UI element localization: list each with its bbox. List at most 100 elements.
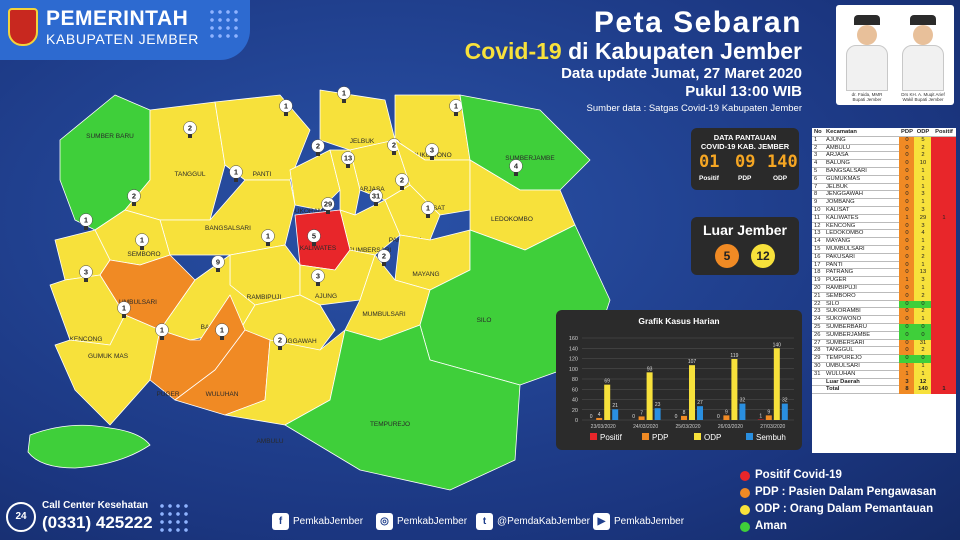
update-date: Data update Jumat, 27 Maret 2020 [561,65,802,82]
region-label: JENGGAWAH [275,338,317,345]
social-link[interactable]: ▶ PemkabJember [593,513,684,530]
title-line-2: Covid-19 di Kabupaten Jember [465,38,802,65]
row-odp: 1 [921,168,925,174]
pdp-label: PDP [738,175,752,182]
social-handle: PemkabJember [293,516,364,527]
case-marker: 1 [229,165,243,182]
table-row: 12 KENCONG 0 3 [812,222,956,231]
legend-dot-icon [740,488,750,498]
case-marker: 2 [311,139,325,156]
youtube-icon: ▶ [593,513,610,530]
svg-text:1: 1 [342,89,346,98]
table-row: 20 RAMBIPUJI 0 1 [812,285,956,293]
row-pdp: 0 [905,300,909,307]
row-pdp: 1 [905,214,909,221]
row-odp: 0 [921,355,925,362]
row-kecamatan: LEDOKOMBO [826,230,864,237]
positif-label: Positif [699,175,719,182]
row-number: 25 [814,324,821,330]
row-number: No [814,129,822,135]
row-pdp: 0 [905,339,909,346]
case-marker: 3 [79,265,93,282]
case-marker: 2 [183,121,197,138]
row-kecamatan: GUMUKMAS [826,175,861,182]
instagram-icon: ◎ [376,513,393,530]
region-label: SEMBORO [127,251,160,258]
luar-odp-badge: 12 [751,244,775,268]
svg-text:1: 1 [140,236,144,245]
row-number: 21 [814,292,821,299]
y-tick-label: 0 [575,418,578,424]
row-kecamatan: BANGSALSARI [826,168,867,174]
bar-odp [773,348,780,420]
case-marker: 31 [369,189,383,206]
bar-value-label: 4 [598,412,601,418]
row-number: 3 [814,152,818,159]
row-odp: 1 [921,261,925,268]
table-row: 2 AMBULU 0 2 [812,144,956,153]
x-tick-label: 27/03/2020 [760,424,785,430]
legend-text: PDP : Pasien Dalam Pengawasan [755,486,937,498]
row-odp: 3 [921,222,925,229]
row-kecamatan: Luar Daerah [826,378,860,385]
row-number: 17 [814,261,821,268]
bar-value-label: 9 [725,409,728,415]
case-marker: 5 [307,229,321,246]
svg-text:1: 1 [234,168,238,177]
row-kecamatan: BALUNG [826,160,850,167]
row-pdp: 0 [905,207,909,213]
case-marker: 13 [341,151,355,168]
row-pdp: 0 [905,347,909,354]
row-kecamatan: MAYANG [826,238,851,245]
social-link[interactable]: t @PemdaKabJember [476,513,590,530]
table-row: 31 WULUHAN 1 1 [812,370,956,379]
bar-value-label: 69 [604,379,610,385]
svg-text:1: 1 [426,204,430,213]
row-odp: 3 [921,191,925,198]
org-line-2: KABUPATEN JEMBER [46,31,199,47]
bar-value-label: 93 [647,366,653,372]
table-row: 24 SUKOWONO 0 1 [812,316,956,324]
bar-value-label: 32 [782,398,788,404]
row-pdp: 0 [905,253,909,260]
jember-district-map: SUMBER BARUTANGGUL2PANTI1JELBUK1SUKOWONO… [27,86,611,491]
bar-odp [731,359,738,420]
row-kecamatan: SUMBERJAMBE [826,331,871,338]
call-center-label: Call Center Kesehatan [42,500,149,511]
svg-text:31: 31 [372,192,380,201]
region-label: SILO [477,317,492,324]
legend-text: Aman [755,520,787,532]
row-kecamatan: Kecamatan [826,129,857,135]
svg-text:29: 29 [324,200,332,209]
row-odp: 2 [921,292,925,299]
table-row: 8 JENGGAWAH 0 3 [812,191,956,200]
row-positif: 1 [942,214,946,221]
svg-text:2: 2 [316,142,320,151]
row-pdp: 0 [905,308,909,315]
legend-label: Sembuh [756,433,786,442]
row-kecamatan: SUKORAMBI [826,308,861,315]
bar-value-label: 1 [759,413,762,419]
table-row: 5 BANGSALSARI 0 1 [812,168,956,176]
region-label: SUMBER BARU [86,133,134,140]
region-label: WULUHAN [206,391,239,398]
row-number: 4 [814,160,818,167]
panel-title: DATA PANTAUAN COVID-19 KAB. JEMBER [691,133,799,151]
row-kecamatan: KALIWATES [826,214,859,221]
table-row: 21 SEMBORO 0 2 [812,292,956,301]
row-pdp: 0 [905,183,909,190]
social-link[interactable]: ◎ PemkabJember [376,513,467,530]
decor-dots-bottom [158,502,192,532]
table-row: 25 SUMBERBARU 0 0 [812,324,956,332]
legend-text: Positif Covid-19 [755,469,842,481]
table-row: 10 KALISAT 0 3 [812,207,956,215]
row-kecamatan: JENGGAWAH [826,191,863,198]
row-kecamatan: AMBULU [826,144,851,151]
svg-text:13: 13 [344,154,352,163]
social-link[interactable]: f PemkabJember [272,513,363,530]
svg-text:3: 3 [430,146,434,155]
svg-text:3: 3 [316,272,320,281]
row-number: 9 [814,199,818,206]
row-odp: 2 [921,152,925,159]
svg-text:4: 4 [514,162,519,171]
